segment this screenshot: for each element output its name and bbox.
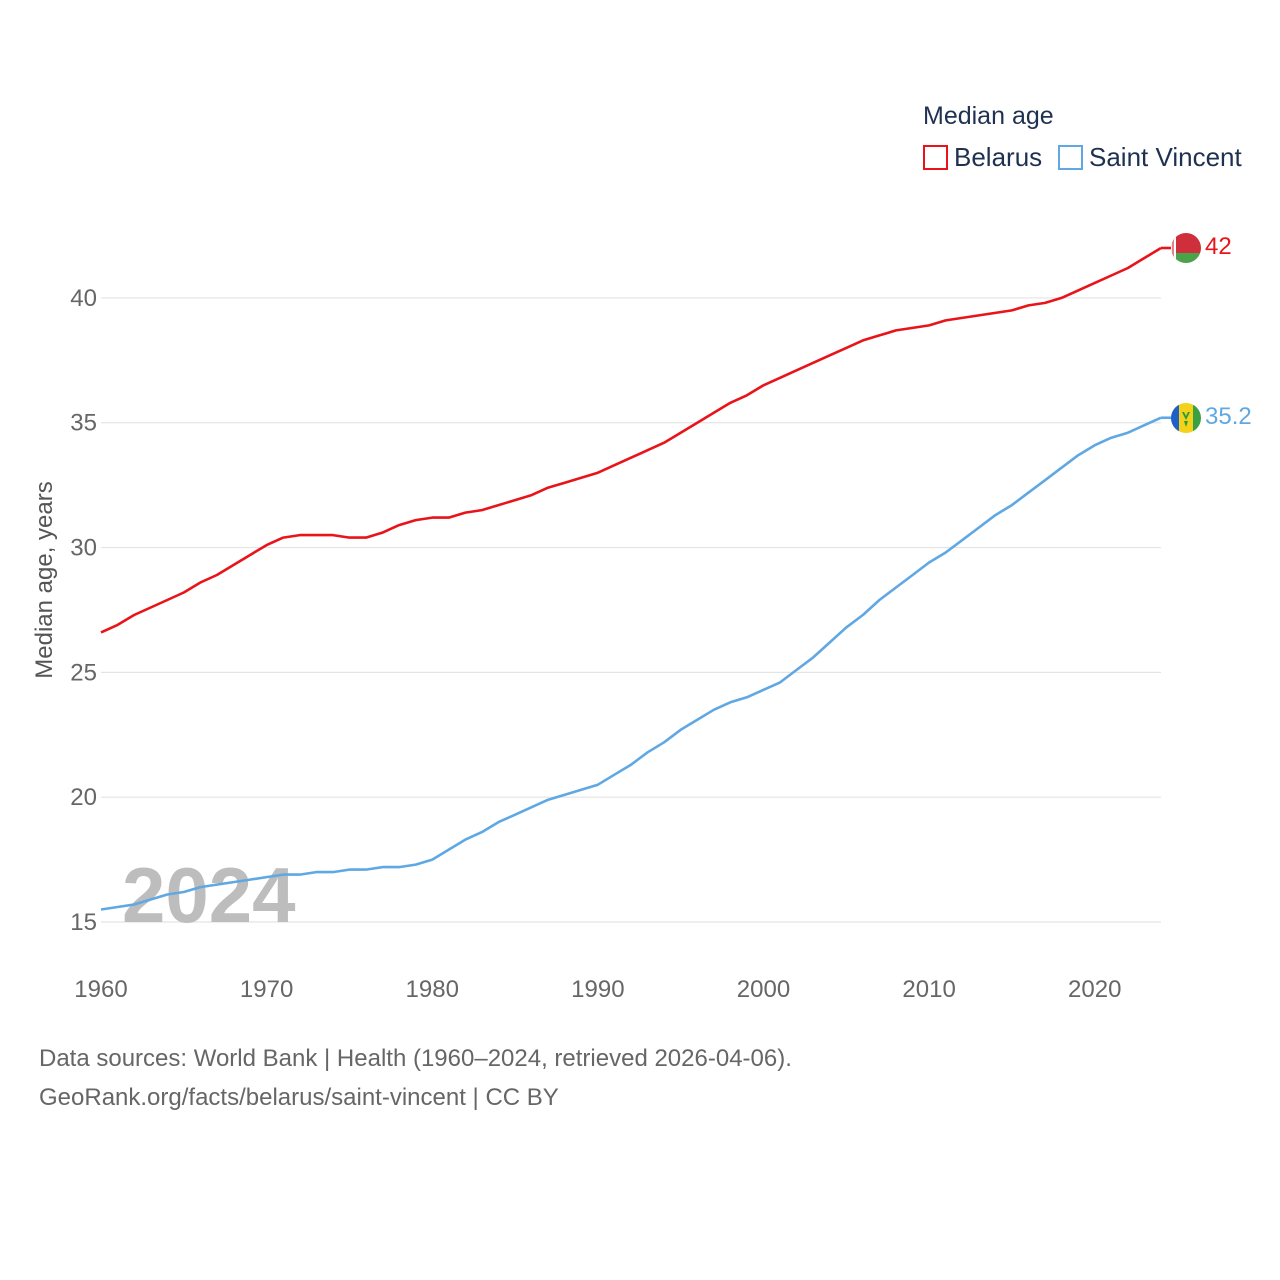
x-tick-label: 1970: [240, 976, 293, 1003]
end-value-belarus: 42: [1205, 233, 1232, 260]
x-tick-label: 1960: [74, 976, 127, 1003]
saint-vincent-flag-icon: [1171, 403, 1201, 433]
x-tick-label: 1980: [406, 976, 459, 1003]
x-tick-label: 2020: [1068, 976, 1121, 1003]
source-link[interactable]: GeoRank.org/facts/belarus/saint-vincent …: [39, 1084, 559, 1111]
gridlines: [101, 297, 1161, 923]
data-sources-note: Data sources: World Bank | Health (1960–…: [39, 1045, 792, 1072]
x-tick-label: 2010: [902, 976, 955, 1003]
y-axis-ticks: 15 20 25 30 35 40: [70, 285, 97, 936]
y-tick-label: 30: [70, 535, 97, 562]
x-tick-label: 2000: [737, 976, 790, 1003]
y-tick-label: 35: [70, 410, 97, 437]
x-tick-label: 1990: [571, 976, 624, 1003]
y-tick-label: 15: [70, 909, 97, 936]
series-line-belarus[interactable]: [100, 246, 1162, 634]
y-axis-label: Median age, years: [31, 481, 58, 678]
belarus-flag-icon: [1171, 233, 1201, 263]
series-line-saint-vincent[interactable]: [100, 416, 1162, 911]
y-tick-label: 40: [70, 285, 97, 312]
y-tick-label: 20: [70, 784, 97, 811]
year-watermark: 2024: [122, 851, 296, 939]
x-axis-ticks: 1960 1970 1980 1990 2000 2010 2020: [74, 976, 1121, 1003]
legend-title: Median age: [923, 102, 1054, 130]
legend-label-belarus[interactable]: Belarus: [954, 142, 1042, 172]
y-tick-label: 25: [70, 659, 97, 686]
legend-label-saint-vincent[interactable]: Saint Vincent: [1089, 142, 1243, 172]
series-layer: [100, 246, 1172, 911]
legend-swatch-belarus[interactable]: [923, 145, 948, 170]
legend: Median age Belarus Saint Vincent: [923, 102, 1243, 172]
legend-swatch-saint-vincent[interactable]: [1058, 145, 1083, 170]
end-value-saint-vincent: 35.2: [1205, 403, 1252, 430]
